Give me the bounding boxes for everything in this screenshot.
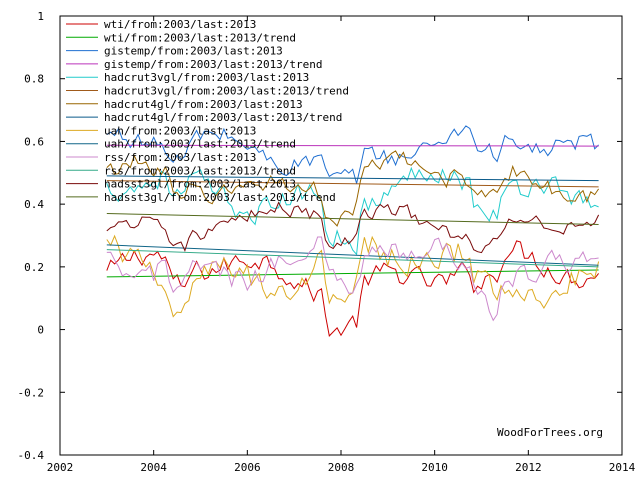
y-tick-label: 0 — [37, 324, 44, 337]
legend-label: gistemp/from:2003/last:2013/trend — [104, 58, 323, 71]
legend-label: hadcrut3vgl/from:2003/last:2013/trend — [104, 85, 349, 98]
x-tick-label: 2006 — [234, 461, 261, 474]
legend: wti/from:2003/last:2013wti/from:2003/las… — [66, 18, 349, 204]
series-line-12 — [106, 201, 600, 254]
legend-label: hadsst3gl/from:2003/last:2013/trend — [104, 191, 336, 204]
axis-layer: 2002 2004 2006 2008 2010 2012 2014 -0.4 -0.2 0 0.2… — [18, 10, 636, 474]
x-tick-label: 2004 — [140, 461, 167, 474]
series-line-11 — [106, 249, 599, 268]
y-tick-label: 0.6 — [24, 135, 44, 148]
legend-label: uah/from:2003/last:2013 — [104, 124, 256, 137]
series-line-13 — [106, 213, 599, 225]
x-tick-label: 2010 — [421, 461, 448, 474]
x-tick-label: 2002 — [47, 461, 74, 474]
series-line-9 — [106, 244, 599, 266]
series-line-10 — [106, 236, 599, 322]
legend-label: wti/from:2003/last:2013/trend — [104, 31, 296, 44]
legend-label: wti/from:2003/last:2013 — [104, 18, 256, 31]
series-line-7 — [106, 175, 599, 182]
legend-label: gistemp/from:2003/last:2013 — [104, 45, 283, 58]
series-line-0 — [106, 240, 599, 337]
y-tick-label: -0.2 — [18, 386, 45, 399]
series-line-6 — [106, 150, 600, 227]
legend-label: hadcrut4gl/from:2003/last:2013 — [104, 98, 303, 111]
series-line-3 — [106, 144, 599, 147]
legend-label: rss/from:2003/last:2013 — [104, 151, 256, 164]
watermark: WoodForTrees.org — [497, 426, 603, 439]
legend-label: uah/from:2003/last:2013/trend — [104, 138, 296, 151]
x-tick-label: 2014 — [609, 461, 636, 474]
y-tick-label: -0.4 — [18, 449, 45, 462]
y-tick-label: 0.4 — [24, 198, 44, 211]
x-tick-label: 2012 — [515, 461, 542, 474]
legend-label: hadcrut3vgl/from:2003/last:2013 — [104, 71, 309, 84]
legend-label: rss/from:2003/last:2013/trend — [104, 164, 296, 177]
y-tick-label: 0.8 — [24, 73, 44, 86]
series-layer — [106, 125, 600, 337]
legend-label: hadsst3gl/from:2003/last:2013 — [104, 178, 296, 191]
x-tick-label: 2008 — [328, 461, 355, 474]
legend-label: hadcrut4gl/from:2003/last:2013/trend — [104, 111, 342, 124]
y-tick-label: 1 — [37, 10, 44, 23]
y-tick-label: 0.2 — [24, 261, 44, 274]
series-line-5 — [106, 180, 599, 188]
